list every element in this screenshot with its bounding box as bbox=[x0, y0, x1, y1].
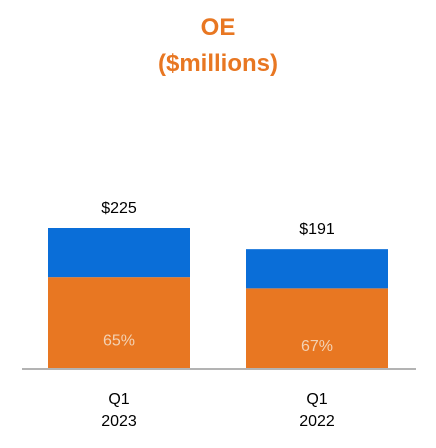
total-value-label-1: $191 bbox=[299, 221, 335, 238]
bar-segment-lower-1 bbox=[246, 288, 388, 368]
x-tick-label-year-1: 2022 bbox=[299, 413, 335, 430]
bar-segment-upper-1 bbox=[246, 249, 388, 289]
percent-label-1: 67% bbox=[301, 338, 333, 355]
bar-group bbox=[48, 228, 388, 368]
chart-title: OE bbox=[201, 14, 236, 41]
label-group: 65% $225 Q1 2023 67% $191 Q1 2022 bbox=[101, 200, 335, 430]
x-tick-label-year-0: 2023 bbox=[101, 413, 137, 430]
bar-segment-upper-0 bbox=[48, 228, 190, 278]
chart-subtitle: ($millions) bbox=[158, 50, 278, 77]
bar-segment-lower-0 bbox=[48, 277, 190, 368]
percent-label-0: 65% bbox=[103, 333, 135, 350]
total-value-label-0: $225 bbox=[101, 200, 137, 217]
x-tick-label-quarter-1: Q1 bbox=[306, 391, 327, 408]
x-tick-label-quarter-0: Q1 bbox=[108, 391, 129, 408]
